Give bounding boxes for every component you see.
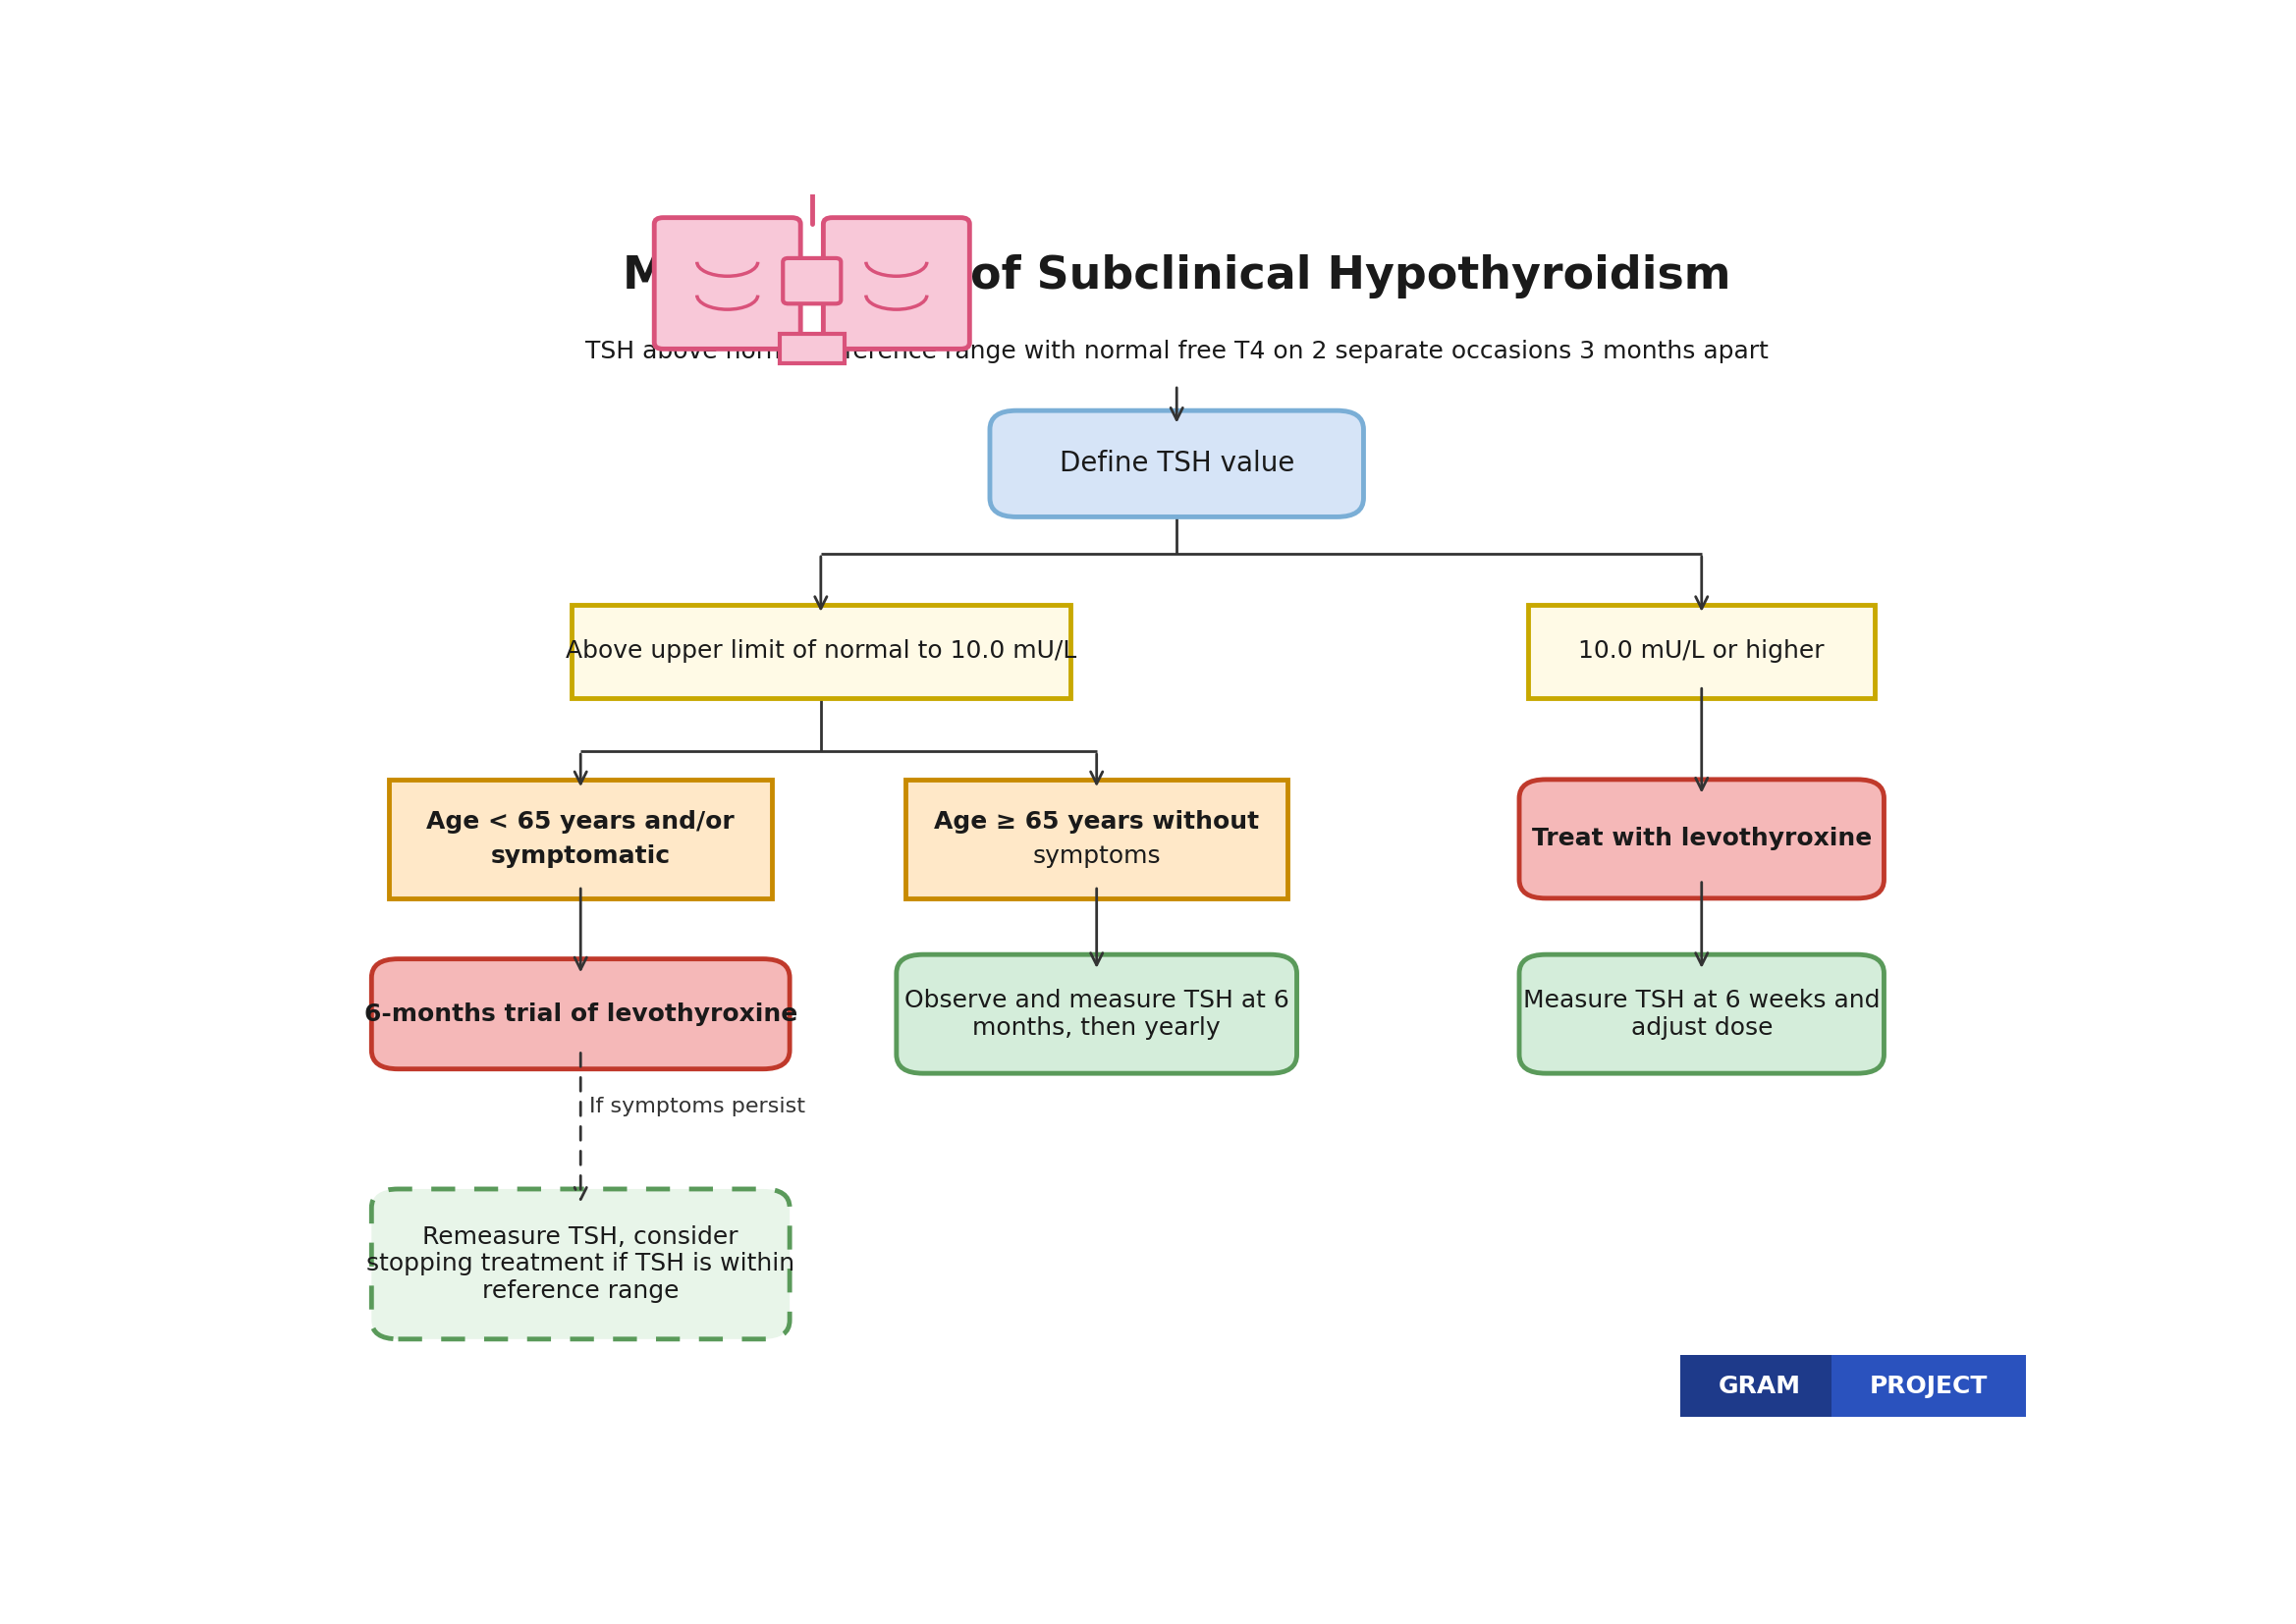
Text: Management of Subclinical Hypothyroidism: Management of Subclinical Hypothyroidism (622, 253, 1731, 299)
Text: Define TSH value: Define TSH value (1058, 450, 1295, 477)
FancyBboxPatch shape (390, 780, 771, 898)
FancyBboxPatch shape (1520, 780, 1885, 898)
Text: Above upper limit of normal to 10.0 mU/L: Above upper limit of normal to 10.0 mU/L (565, 640, 1077, 663)
Text: Treat with levothyroxine: Treat with levothyroxine (1531, 827, 1871, 851)
FancyBboxPatch shape (895, 955, 1297, 1073)
Text: Observe and measure TSH at 6
months, then yearly: Observe and measure TSH at 6 months, the… (905, 989, 1288, 1039)
FancyBboxPatch shape (1681, 1356, 1839, 1416)
FancyBboxPatch shape (654, 218, 801, 349)
Text: PROJECT: PROJECT (1869, 1374, 1988, 1398)
FancyBboxPatch shape (372, 958, 790, 1069)
Text: TSH above normal reference range with normal free T4 on 2 separate occasions 3 m: TSH above normal reference range with no… (585, 339, 1768, 364)
FancyBboxPatch shape (372, 1189, 790, 1340)
FancyBboxPatch shape (783, 258, 840, 304)
FancyBboxPatch shape (781, 335, 845, 362)
Text: GRAM: GRAM (1717, 1374, 1800, 1398)
FancyBboxPatch shape (824, 218, 969, 349)
Text: symptoms: symptoms (1033, 844, 1162, 869)
FancyBboxPatch shape (990, 411, 1364, 516)
Text: Remeasure TSH, consider
stopping treatment if TSH is within
reference range: Remeasure TSH, consider stopping treatme… (367, 1224, 794, 1302)
Text: Measure TSH at 6 weeks and
adjust dose: Measure TSH at 6 weeks and adjust dose (1522, 989, 1880, 1039)
FancyBboxPatch shape (905, 780, 1288, 898)
FancyBboxPatch shape (1832, 1356, 2025, 1416)
Text: 6-months trial of levothyroxine: 6-months trial of levothyroxine (365, 1002, 797, 1026)
Text: 10.0 mU/L or higher: 10.0 mU/L or higher (1580, 640, 1825, 663)
FancyBboxPatch shape (572, 604, 1070, 698)
Text: Age ≥ 65 years without: Age ≥ 65 years without (934, 810, 1258, 833)
FancyBboxPatch shape (1529, 604, 1876, 698)
Text: symptomatic: symptomatic (491, 844, 670, 869)
FancyBboxPatch shape (1520, 955, 1885, 1073)
Text: If symptoms persist: If symptoms persist (590, 1096, 806, 1116)
Text: Age < 65 years and/or: Age < 65 years and/or (427, 810, 735, 833)
